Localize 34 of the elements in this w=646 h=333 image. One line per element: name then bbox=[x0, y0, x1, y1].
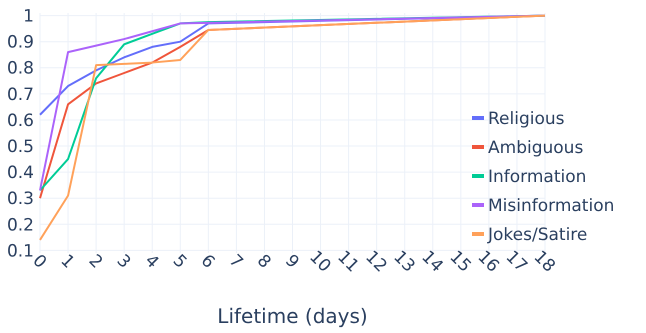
y-tick-label: 0.1 bbox=[6, 241, 34, 262]
y-tick-label: 0.4 bbox=[6, 163, 34, 184]
x-tick-label: 11 bbox=[333, 246, 363, 276]
x-tick-label: 4 bbox=[140, 250, 162, 273]
y-tick-label: 1 bbox=[23, 6, 34, 27]
x-tick-label: 6 bbox=[196, 250, 219, 273]
legend-label: Misinformation bbox=[488, 196, 614, 216]
legend-label: Religious bbox=[488, 108, 565, 129]
x-tick-label: 9 bbox=[280, 250, 303, 273]
x-tick-label: 7 bbox=[224, 250, 247, 273]
y-tick-label: 0.2 bbox=[6, 215, 34, 236]
y-tick-label: 0.7 bbox=[6, 84, 34, 105]
legend-label: Ambiguous bbox=[488, 138, 584, 158]
x-tick-label: 16 bbox=[473, 246, 503, 276]
x-tick-label: 12 bbox=[361, 246, 391, 276]
x-tick-label: 3 bbox=[112, 250, 134, 273]
x-tick-label: 8 bbox=[252, 250, 275, 273]
y-tick-label: 0.8 bbox=[6, 58, 34, 79]
y-tick-label: 0.5 bbox=[6, 136, 34, 157]
y-tick-label: 0.3 bbox=[6, 189, 34, 210]
x-tick-label: 17 bbox=[502, 246, 531, 276]
x-tick-label: 18 bbox=[530, 246, 560, 276]
y-tick-label: 0.6 bbox=[6, 110, 34, 131]
x-tick-label: 2 bbox=[84, 250, 106, 273]
x-tick-label: 14 bbox=[417, 246, 447, 276]
y-tick-label: 0.9 bbox=[6, 32, 34, 53]
x-tick-label: 1 bbox=[56, 250, 78, 273]
x-tick-label: 15 bbox=[445, 246, 475, 276]
legend-label: Information bbox=[488, 166, 586, 187]
x-tick-label: 10 bbox=[305, 246, 335, 276]
x-tick-label: 13 bbox=[389, 246, 419, 276]
x-axis-title: Lifetime (days) bbox=[217, 304, 368, 328]
x-tick-label: 5 bbox=[168, 250, 191, 273]
legend-label: Jokes/Satire bbox=[487, 224, 588, 245]
